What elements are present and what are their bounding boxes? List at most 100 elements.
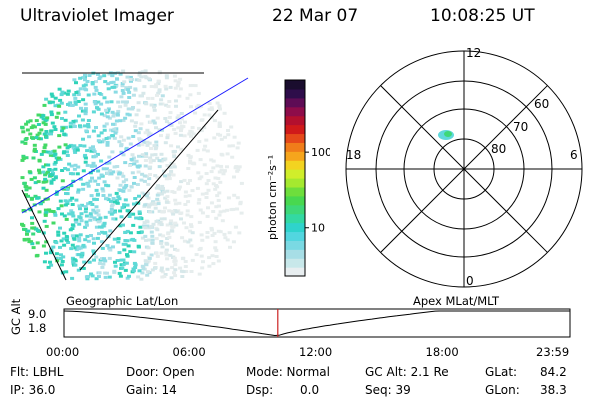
emission-pixel (127, 113, 132, 117)
emission-pixel (214, 248, 219, 252)
door-status: Door: Open (126, 365, 195, 379)
emission-pixel (96, 220, 101, 224)
emission-pixel (159, 241, 164, 245)
emission-pixel (134, 78, 139, 82)
emission-pixel (130, 153, 135, 157)
emission-pixel (22, 181, 27, 185)
emission-pixel (41, 170, 46, 174)
emission-pixel (146, 196, 151, 200)
emission-pixel (22, 238, 27, 242)
emission-pixel (29, 177, 34, 181)
observation-time: 10:08:25 UT (430, 6, 535, 26)
emission-pixel (219, 164, 224, 168)
emission-pixel (152, 144, 157, 148)
emission-pixel (183, 203, 188, 206)
emission-pixel (41, 186, 46, 190)
mlt-hour-label: 18 (346, 148, 361, 162)
colorbar-band (285, 186, 305, 197)
emission-pixel (126, 136, 131, 140)
emission-pixel (162, 217, 167, 221)
emission-pixel (177, 201, 182, 205)
emission-pixel (26, 229, 31, 233)
emission-pixel (143, 226, 148, 230)
emission-pixel (155, 156, 160, 160)
emission-pixel (43, 173, 48, 177)
dsp-label: Dsp: (246, 383, 274, 397)
emission-pixel (102, 128, 107, 132)
emission-pixel (54, 156, 59, 160)
emission-pixel (105, 115, 110, 119)
emission-pixel (84, 129, 89, 133)
emission-pixel (186, 153, 191, 157)
emission-pixel (149, 85, 154, 88)
emission-pixel (98, 75, 103, 79)
glon-value: 38.3 (540, 383, 567, 397)
emission-pixel (222, 111, 227, 115)
emission-pixel (163, 206, 167, 210)
emission-pixel (53, 128, 58, 131)
emission-pixel (100, 140, 105, 144)
emission-pixel (194, 253, 199, 257)
emission-pixel (160, 275, 165, 279)
emission-pixel (104, 161, 109, 165)
emission-pixel (143, 131, 148, 135)
emission-pixel (37, 158, 42, 162)
emission-pixel (51, 210, 56, 213)
emission-pixel (160, 245, 165, 249)
emission-pixel (127, 215, 132, 218)
emission-pixel (182, 239, 187, 243)
emission-pixel (160, 128, 164, 132)
emission-pixel (84, 207, 88, 210)
emission-pixel (239, 211, 244, 215)
emission-pixel (202, 126, 207, 130)
emission-pixel (39, 152, 44, 156)
emission-pixel (132, 181, 136, 185)
emission-pixel (23, 141, 28, 145)
emission-pixel (214, 205, 219, 209)
emission-pixel (83, 160, 88, 164)
emission-pixel (78, 207, 82, 211)
emission-pixel (136, 143, 141, 147)
intensity-colorbar: 100 10 photon cm⁻²s⁻¹ (266, 79, 330, 277)
emission-pixel (82, 144, 87, 148)
emission-pixel (97, 176, 102, 180)
emission-pixel (220, 219, 225, 223)
emission-pixel (44, 210, 49, 214)
emission-pixel (181, 125, 186, 129)
emission-pixel (155, 197, 160, 201)
emission-pixel (59, 101, 64, 105)
emission-pixel (163, 273, 168, 276)
emission-pixel (189, 270, 194, 273)
emission-pixel (103, 275, 108, 279)
emission-pixel (24, 156, 29, 160)
emission-pixel (93, 102, 98, 106)
emission-pixel (66, 241, 71, 244)
emission-pixel (182, 134, 187, 138)
emission-pixel (179, 147, 184, 151)
emission-pixel (145, 273, 150, 277)
emission-pixel (139, 75, 144, 79)
emission-pixel (35, 229, 40, 233)
emission-pixel (183, 194, 188, 198)
emission-pixel (70, 276, 75, 280)
emission-pixel (148, 158, 153, 162)
emission-pixel (233, 225, 238, 229)
emission-pixel (62, 150, 67, 154)
emission-pixel (132, 202, 136, 206)
gc-alt-axis-label: GC Alt (9, 298, 23, 335)
emission-pixel (76, 93, 81, 96)
emission-pixel (190, 84, 195, 87)
emission-pixel (118, 224, 123, 228)
emission-pixel (195, 186, 200, 190)
emission-pixel (135, 183, 140, 186)
emission-pixel (165, 195, 170, 199)
emission-pixel (112, 136, 117, 140)
emission-pixel (20, 176, 25, 180)
emission-pixel (212, 231, 217, 235)
emission-pixel (73, 263, 78, 267)
emission-pixel (189, 134, 193, 138)
emission-pixel (70, 196, 75, 200)
emission-pixel (232, 135, 237, 139)
emission-pixel (91, 129, 96, 133)
emission-pixel (85, 80, 90, 83)
